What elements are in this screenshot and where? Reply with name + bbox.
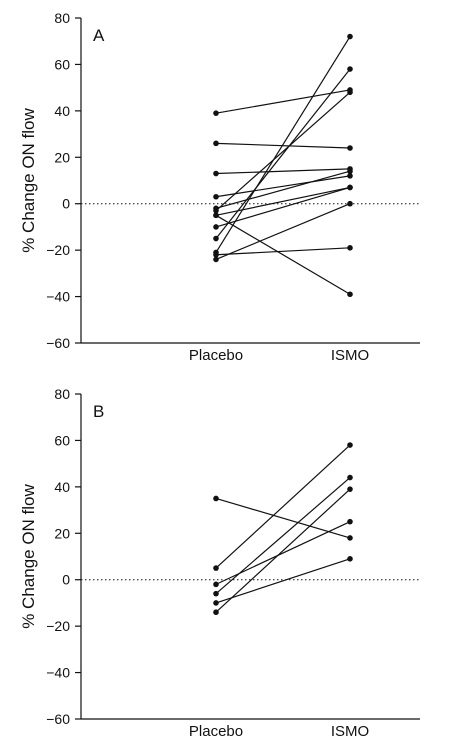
panel-a-pair-line	[215, 89, 351, 114]
panel-a-y-tick-label: 60	[54, 56, 70, 72]
panel-a-placebo-point	[213, 140, 219, 147]
panel-b-pair-line	[215, 477, 351, 595]
panel-b-ismo-point	[347, 442, 353, 448]
panel-a-placebo-point	[213, 193, 219, 200]
panel-a-placebo-point	[213, 170, 219, 177]
panel-b-pair-line	[215, 488, 351, 613]
panel-a-ismo-point	[347, 168, 353, 175]
panel-b: −60 −40 −20 0 20 40 60 80 B % Change ON flow Place…	[19, 386, 420, 740]
panel-b-placebo-point	[213, 565, 219, 571]
panel-b-ismo-point	[347, 518, 353, 525]
panel-a: −60 −40 −20 0 20 40 60 80 A % Change ON flow Place…	[19, 10, 420, 364]
panel-a-pair-line	[215, 186, 351, 228]
panel-a-pair-line	[215, 68, 351, 239]
panel-a-y-tick-label: 80	[54, 10, 70, 26]
panel-a-y-tick-label: −20	[46, 242, 70, 258]
panel-a-y-tick-label: −60	[46, 335, 70, 351]
panel-a-pair-line	[215, 91, 351, 212]
panel-b-y-tick-label: 20	[54, 525, 70, 541]
panel-a-y-tick-label: 0	[62, 196, 70, 212]
panel-b-ismo-point	[347, 486, 353, 492]
panel-a-placebo-point	[213, 224, 219, 230]
panel-b-category-label-placebo: Placebo	[189, 723, 243, 740]
panel-b-pair-line	[215, 521, 351, 585]
panel-b-y-tick-label: 0	[62, 572, 70, 588]
panel-b-placebo-point	[213, 495, 219, 502]
panel-b-pair-line	[215, 558, 351, 604]
panel-a-category-label-ismo: ISMO	[331, 347, 369, 364]
panel-b-ismo-point	[347, 535, 353, 541]
panel-a-y-tick-label: 20	[54, 149, 70, 165]
panel-a-pair-line	[215, 36, 351, 253]
panel-a-y-axis-label: % Change ON flow	[19, 107, 38, 252]
panel-a-pair-line	[215, 214, 351, 295]
panel-b-placebo-point	[213, 590, 219, 597]
panel-b-placebo-point	[213, 600, 219, 606]
panel-b-pair-line	[215, 444, 351, 569]
panel-a-pair-line	[215, 247, 351, 256]
panel-a-ismo-point	[347, 145, 353, 151]
panel-b-y-tick-label: 60	[54, 432, 70, 448]
panel-a-ismo-point	[347, 89, 353, 96]
panel-b-y-tick-label: 40	[54, 479, 70, 495]
panel-b-ismo-point	[347, 556, 353, 562]
panel-a-pair-line	[215, 186, 351, 216]
panel-a-ismo-point	[347, 245, 353, 251]
panel-a-pair-line	[215, 203, 351, 260]
panel-a-label: A	[93, 26, 105, 45]
panel-b-y-tick-label: −40	[46, 665, 70, 681]
panel-b-y-axis-label: % Change ON flow	[19, 483, 38, 628]
panel-b-placebo-point	[213, 609, 219, 616]
panel-a-y-tick-label: −40	[46, 289, 70, 305]
panel-a-category-label-placebo: Placebo	[189, 347, 243, 364]
panel-a-ismo-point	[347, 291, 353, 298]
panel-a-ismo-point	[347, 33, 353, 40]
panel-b-ismo-point	[347, 474, 353, 481]
panel-b-y-tick-label: −20	[46, 618, 70, 634]
panel-a-placebo-point	[213, 212, 219, 219]
panel-b-y-tick-label: 80	[54, 386, 70, 402]
panel-a-ismo-point	[347, 173, 353, 179]
panel-a-placebo-point	[213, 251, 219, 258]
panel-b-y-tick-label: −60	[46, 711, 70, 727]
panel-a-pair-line	[215, 168, 351, 175]
panel-b-placebo-point	[213, 581, 219, 588]
panel-a-placebo-point	[213, 256, 219, 263]
panel-a-ismo-point	[347, 184, 353, 191]
panel-a-pair-line	[215, 142, 351, 149]
panel-a-y-tick-label: 40	[54, 103, 70, 119]
panel-b-label: B	[93, 402, 104, 421]
panel-a-placebo-point	[213, 110, 219, 116]
panel-a-placebo-point	[213, 207, 219, 214]
panel-a-placebo-point	[213, 235, 219, 242]
panel-a-ismo-point	[347, 200, 353, 207]
panel-a-pair-line	[215, 170, 351, 209]
panel-a-ismo-point	[347, 66, 353, 72]
panel-b-pair-line	[215, 497, 351, 539]
panel-b-category-label-ismo: ISMO	[331, 723, 369, 740]
panel-a-pair-line	[215, 175, 351, 198]
